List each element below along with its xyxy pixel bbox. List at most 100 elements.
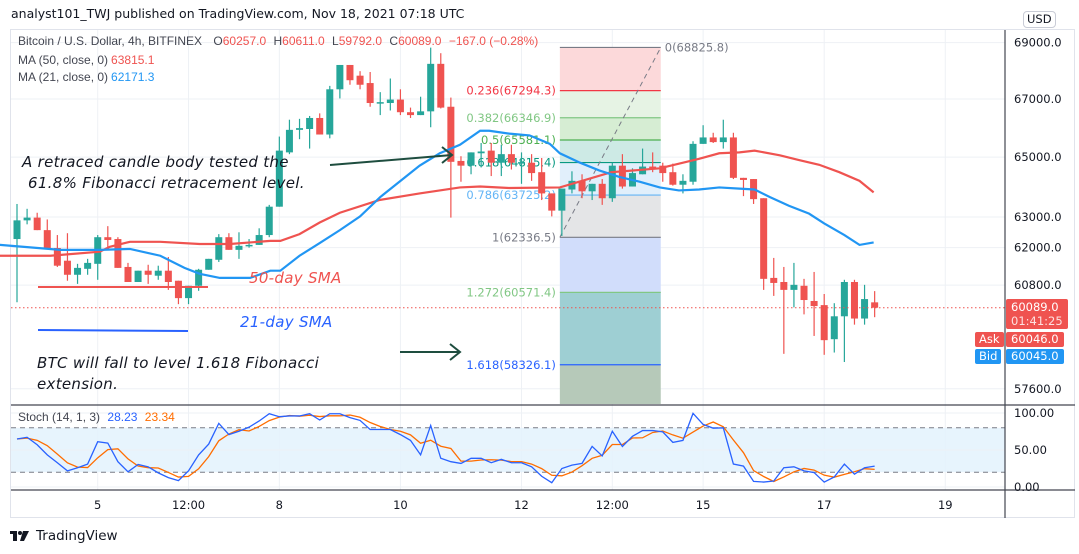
price-tick-label: 57600.0 <box>1014 382 1062 396</box>
stoch-d-line <box>16 414 875 483</box>
time-tick-label: 12 <box>514 498 529 512</box>
candle <box>709 132 717 143</box>
candle-body <box>709 137 717 143</box>
candle-body <box>618 165 626 187</box>
candle-body <box>84 262 92 269</box>
candle-body <box>770 277 778 283</box>
candle-body <box>215 237 223 260</box>
candle <box>53 235 61 267</box>
candle <box>548 193 556 217</box>
low-value: 59792.0 <box>338 34 383 48</box>
annotation-fall-line1: BTC will fall to level 1.618 Fibonacci <box>37 354 320 372</box>
candle-body <box>649 166 657 169</box>
bid-label: Bid <box>975 349 1002 364</box>
candle-body <box>104 237 112 240</box>
annotation-retrace-line1: A retraced candle body tested the <box>22 153 289 171</box>
candle-body <box>63 260 71 275</box>
time-tick-label: 17 <box>817 498 832 512</box>
candle-body <box>699 137 707 144</box>
candle-body <box>245 244 253 247</box>
candle-body <box>114 239 122 268</box>
candle-body <box>790 284 798 290</box>
candle-body <box>144 270 152 275</box>
fib-zone-fill <box>559 117 661 141</box>
publisher-line: analyst101_TWJ published on TradingView.… <box>11 6 465 21</box>
candle-body <box>23 217 31 221</box>
candle-body <box>558 188 566 211</box>
fib-level-label: 1(62336.5) <box>492 230 556 244</box>
candle <box>84 258 92 275</box>
candle-body <box>134 270 142 282</box>
candle <box>457 156 465 182</box>
candle <box>316 113 324 135</box>
candle-body <box>154 270 162 276</box>
candle-body <box>427 63 435 112</box>
candle-body <box>507 154 515 163</box>
candle <box>366 72 374 107</box>
candle <box>861 284 869 325</box>
candle <box>346 64 354 85</box>
candle <box>43 219 51 249</box>
candle-body <box>306 117 314 129</box>
arrow-shaft <box>329 154 453 166</box>
candle-body <box>598 183 606 199</box>
candle <box>810 271 818 336</box>
ma21-legend[interactable]: MA (21, close, 0) 62171.3 <box>18 70 154 84</box>
candle <box>588 183 596 201</box>
candle <box>306 115 314 149</box>
candle-body <box>608 165 616 199</box>
candle <box>275 136 283 207</box>
candle <box>376 92 384 116</box>
fib-level-label: 0.5(65581.1) <box>481 133 556 147</box>
close-label: C <box>389 34 399 48</box>
fib-level-label: 0.786(63725.2) <box>466 188 555 202</box>
candle-body <box>386 99 394 104</box>
candle <box>144 264 152 284</box>
candle-body <box>840 281 848 317</box>
candle <box>507 144 515 170</box>
fib-level-label: 1.618(58326.1) <box>466 358 555 372</box>
currency-badge[interactable]: USD <box>1023 11 1056 28</box>
candle-body <box>376 102 384 104</box>
ma50-legend[interactable]: MA (50, close, 0) 63815.1 <box>18 53 154 67</box>
fib-zone-fill <box>559 292 661 365</box>
fib-zone-fill <box>559 195 661 238</box>
candle <box>63 233 71 281</box>
candle <box>659 162 667 182</box>
stoch-legend[interactable]: Stoch (14, 1, 3) 28.23 23.34 <box>18 410 175 424</box>
candle <box>104 226 112 248</box>
annotation-retrace-line2: 61.8% Fibonacci retracement level. <box>28 174 305 192</box>
candle <box>296 118 304 140</box>
candle-body <box>861 299 869 319</box>
tradingview-logo[interactable]: TradingView <box>10 528 118 544</box>
candle <box>285 119 293 155</box>
candle <box>750 179 758 204</box>
candle <box>598 179 606 205</box>
candle-body <box>548 193 556 211</box>
candle-body <box>739 177 747 180</box>
last-price-tag: 60089.0 01:41:25 <box>1006 299 1068 329</box>
price-tick-label: 67000.0 <box>1014 92 1062 106</box>
stoch-tick-label: 100.00 <box>1014 406 1054 420</box>
candle-body <box>820 305 828 341</box>
candle-body <box>74 267 82 275</box>
stoch-k-line <box>16 412 875 484</box>
candle-body <box>296 128 304 130</box>
candle <box>74 263 82 284</box>
candle-body <box>689 143 697 182</box>
candle <box>265 204 273 238</box>
symbol-title[interactable]: Bitcoin / U.S. Dollar, 4h, BITFINEX <box>18 34 203 48</box>
time-tick-label: 5 <box>94 498 101 512</box>
stoch-d-value: 23.34 <box>144 410 175 424</box>
candle-body <box>174 280 182 299</box>
fib-level-label: 0.236(67294.3) <box>466 84 555 98</box>
candle <box>830 303 838 353</box>
candle <box>487 142 495 177</box>
candle-body <box>850 281 858 319</box>
candle-body <box>53 247 61 266</box>
candle-body <box>235 245 243 250</box>
candle-body <box>659 165 667 174</box>
high-value: 60611.0 <box>282 34 325 48</box>
fib-zone-fill <box>559 90 661 118</box>
